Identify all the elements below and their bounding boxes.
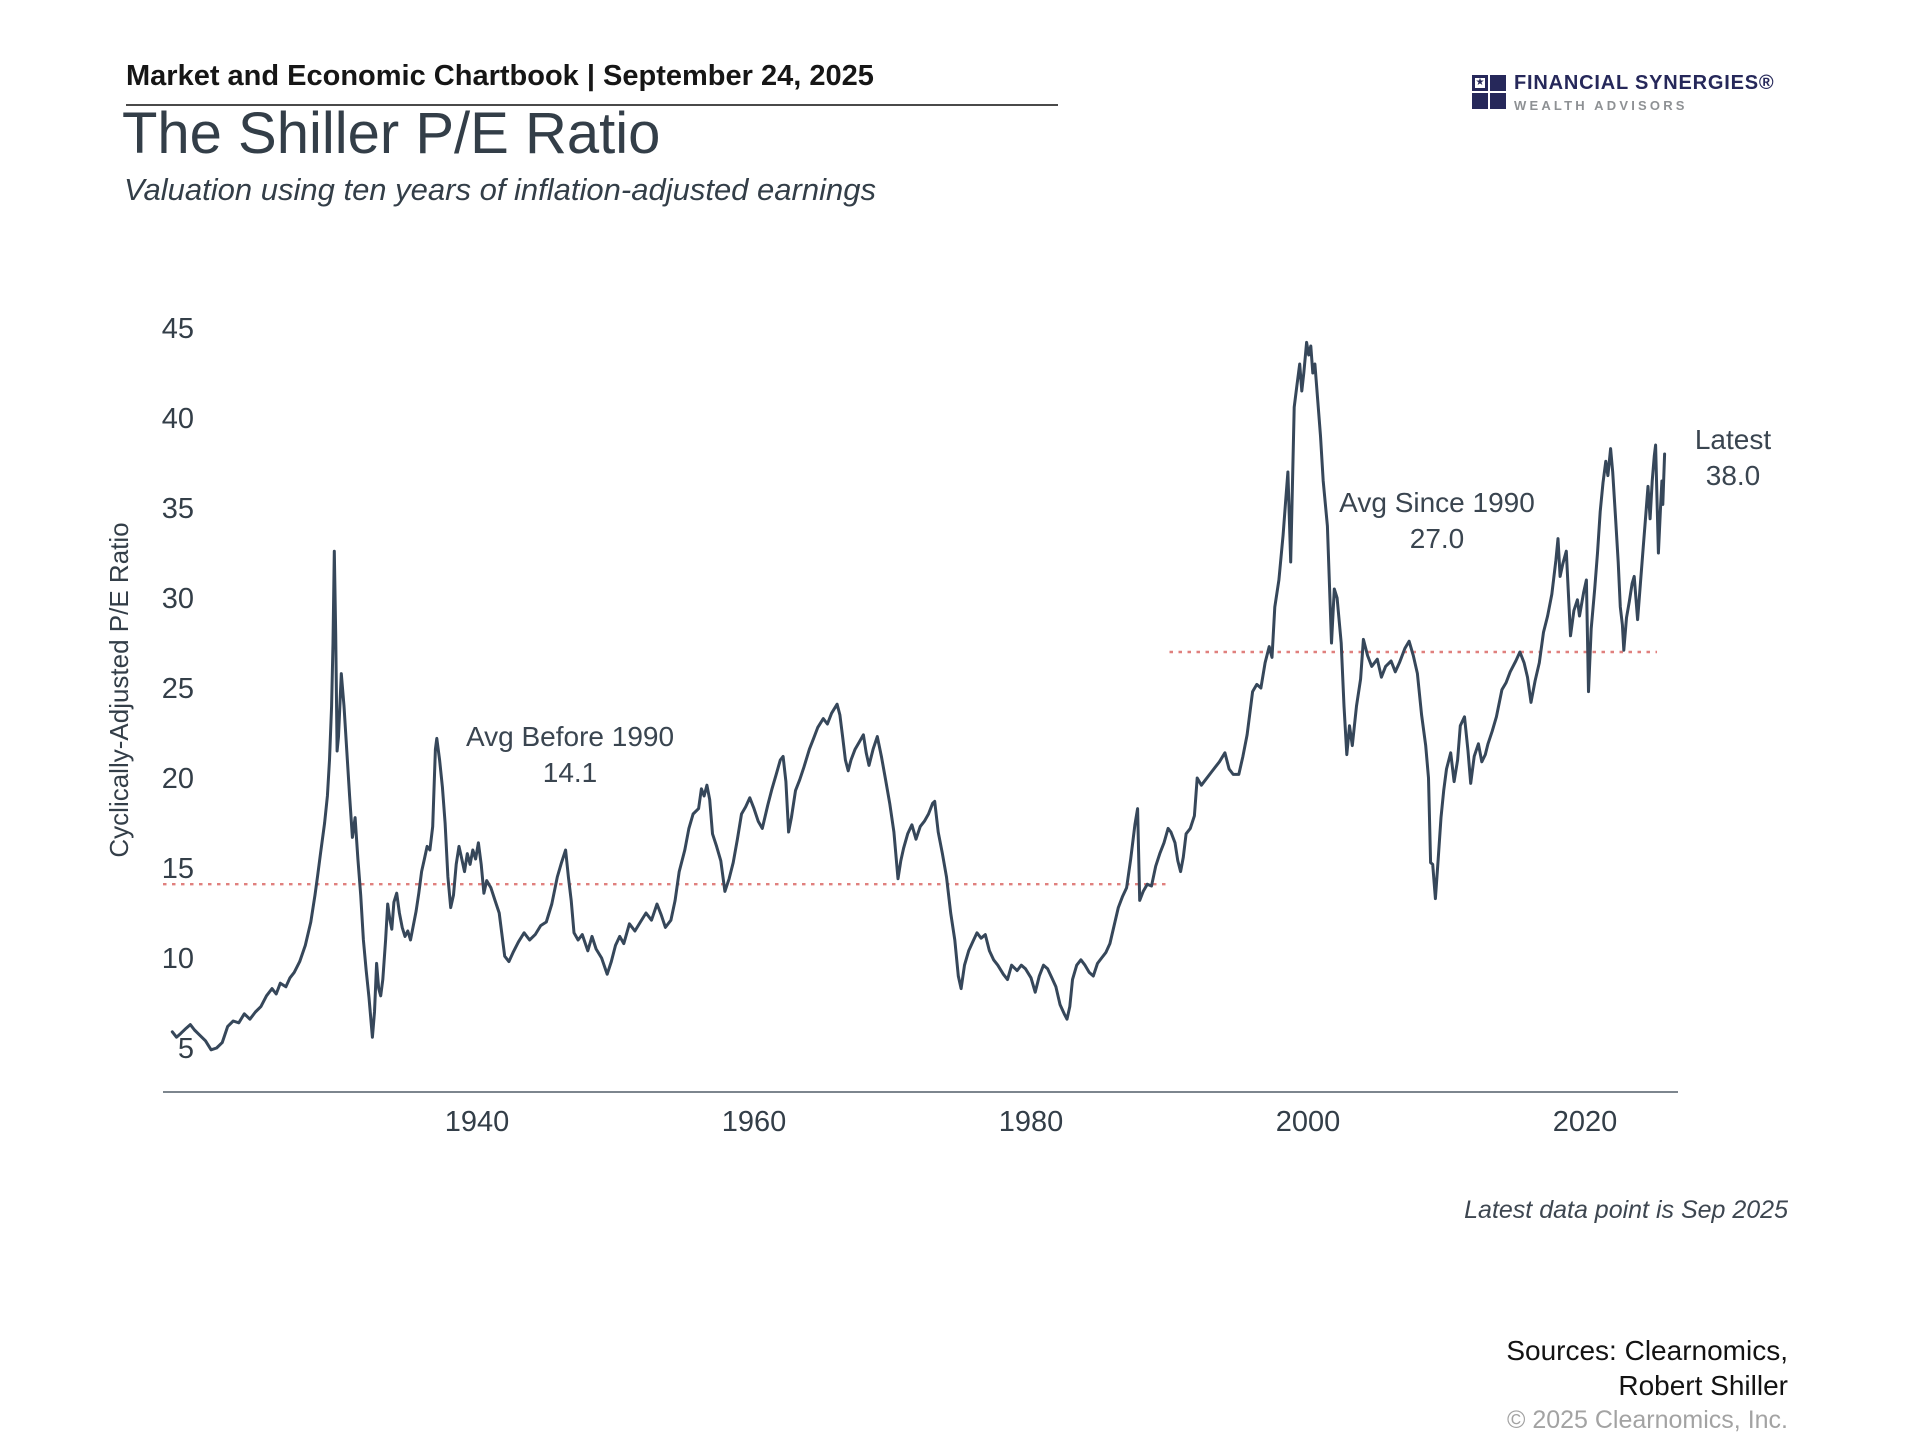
logo-square-icon (1490, 93, 1506, 109)
x-tick-label: 2020 (1553, 1106, 1618, 1138)
page-subtitle: Valuation using ten years of inflation-a… (124, 172, 876, 207)
y-tick-label: 40 (162, 403, 194, 435)
y-tick-label: 45 (162, 313, 194, 345)
sources-line-1: Sources: Clearnomics, (1506, 1335, 1788, 1366)
y-tick-label: 20 (162, 763, 194, 795)
brand-tagline: WEALTH ADVISORS (1514, 98, 1688, 113)
logo-grid-icon: ★ (1472, 75, 1506, 109)
cape-series-line (170, 340, 1667, 1052)
x-tick-label: 1940 (445, 1106, 510, 1138)
copyright-note: © 2025 Clearnomics, Inc. (1506, 1406, 1788, 1434)
y-tick-label: 25 (162, 673, 194, 705)
latest-value: 38.0 (1706, 460, 1761, 491)
avg-before-1990-value: 14.1 (543, 757, 598, 788)
avg-since-1990-label: Avg Since 1990 (1339, 487, 1535, 518)
chartbook-header: Market and Economic Chartbook | Septembe… (126, 60, 874, 92)
x-tick-label: 1980 (999, 1106, 1064, 1138)
y-tick-label: 35 (162, 493, 194, 525)
avg-before-1990-label: Avg Before 1990 (466, 721, 674, 752)
latest-data-note: Latest data point is Sep 2025 (1464, 1196, 1788, 1224)
x-tick-label: 1960 (722, 1106, 787, 1138)
brand-text: FINANCIAL SYNERGIES® WEALTH ADVISORS (1514, 72, 1774, 113)
logo-square-icon (1472, 93, 1488, 109)
y-tick-label: 15 (162, 853, 194, 885)
brand-logo: ★ FINANCIAL SYNERGIES® WEALTH ADVISORS (1472, 72, 1774, 113)
y-tick-label: 5 (178, 1033, 194, 1065)
x-tick-label: 2000 (1276, 1106, 1341, 1138)
header-divider (126, 104, 1058, 106)
page-title: The Shiller P/E Ratio (122, 101, 661, 166)
y-tick-label: 30 (162, 583, 194, 615)
brand-name: FINANCIAL SYNERGIES® (1514, 72, 1775, 94)
latest-label: Latest (1695, 424, 1771, 455)
sources-block: Sources: Clearnomics, Robert Shiller (1506, 1333, 1788, 1403)
logo-square-icon (1490, 75, 1506, 91)
y-axis-title: Cyclically-Adjusted P/E Ratio (104, 522, 134, 857)
y-tick-label: 10 (162, 943, 194, 975)
logo-star-icon: ★ (1472, 75, 1488, 91)
sources-line-2: Robert Shiller (1618, 1370, 1788, 1401)
avg-since-1990-value: 27.0 (1410, 523, 1465, 554)
